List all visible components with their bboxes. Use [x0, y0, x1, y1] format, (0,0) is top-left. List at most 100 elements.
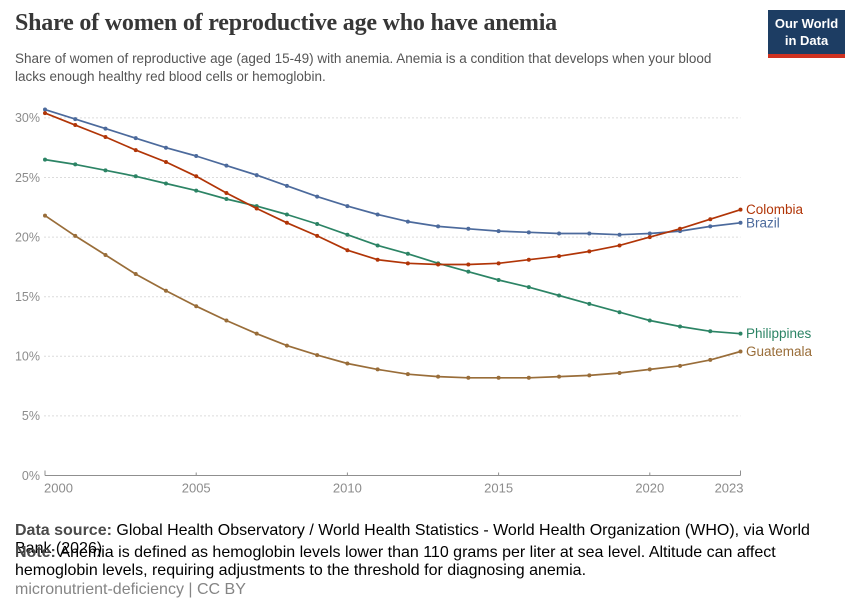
x-tick-label: 2000 [44, 481, 73, 496]
chart-subtitle: Share of women of reproductive age (aged… [15, 51, 712, 84]
data-point [103, 168, 108, 173]
data-source-text: Global Health Observatory / World Health… [15, 522, 810, 557]
data-point [315, 233, 320, 238]
data-point [73, 123, 78, 128]
data-point [254, 331, 259, 336]
data-point [133, 174, 138, 179]
owid-logo[interactable]: Our World in Data [768, 10, 845, 59]
data-point [405, 261, 410, 266]
data-point [133, 148, 138, 153]
data-point [617, 232, 622, 237]
data-point [436, 224, 441, 229]
data-point [224, 190, 229, 195]
license-line: micronutrient-deficiency | CC BY [15, 581, 246, 598]
data-point [466, 226, 471, 231]
x-tick-label: 2020 [635, 481, 664, 496]
x-tick-label: 2005 [182, 481, 211, 496]
data-point [375, 212, 380, 217]
x-tick-label: 2010 [333, 481, 362, 496]
series-line-philippines[interactable] [44, 158, 742, 335]
series-brazil[interactable]: Brazil [43, 107, 780, 237]
x-tick-label: 2015 [484, 481, 513, 496]
data-point [436, 374, 441, 379]
y-tick-label: 10% [15, 350, 40, 364]
data-point [738, 207, 743, 212]
data-point [738, 220, 743, 225]
data-point [315, 221, 320, 226]
data-point [526, 230, 531, 235]
note-label: Note: [15, 544, 56, 561]
series-guatemala[interactable]: Guatemala [43, 213, 813, 380]
data-point [405, 251, 410, 256]
data-point [43, 157, 47, 162]
data-point [496, 375, 501, 380]
data-point [647, 235, 652, 240]
owid-logo-line2: in Data [784, 32, 829, 48]
data-source-label: Data source: [15, 522, 112, 539]
data-point [375, 257, 380, 262]
data-point [678, 324, 683, 329]
data-point [587, 301, 592, 306]
owid-logo-line1: Our World [774, 16, 839, 31]
data-point [708, 357, 713, 362]
data-point [345, 204, 350, 209]
y-tick-label: 15% [15, 290, 40, 304]
series-line-guatemala[interactable] [44, 214, 742, 379]
data-point [73, 117, 78, 122]
y-tick-label: 30% [15, 111, 40, 125]
data-point [587, 249, 592, 254]
data-point [466, 269, 471, 274]
data-point [194, 174, 199, 179]
data-point [436, 262, 441, 267]
data-point [405, 372, 410, 377]
data-point [254, 173, 259, 178]
x-axis: 2000 2005 2010 2015 2020 2023 [44, 470, 744, 496]
data-point [678, 363, 683, 368]
data-point [73, 162, 78, 167]
series-label-philippines[interactable]: Philippines [746, 326, 812, 341]
data-point [405, 219, 410, 224]
data-point [708, 329, 713, 334]
y-tick-label: 20% [15, 230, 40, 244]
data-point [224, 318, 229, 323]
data-point [557, 293, 562, 298]
data-point [194, 304, 199, 309]
data-point [163, 181, 168, 186]
data-point [647, 231, 652, 236]
y-tick-label: 0% [22, 469, 40, 483]
data-point [284, 343, 289, 348]
data-point [224, 163, 229, 168]
data-point [224, 196, 229, 201]
data-point [163, 160, 168, 165]
data-point [375, 367, 380, 372]
data-point [647, 318, 652, 323]
data-point [163, 288, 168, 293]
data-point [526, 375, 531, 380]
series-line-brazil[interactable] [44, 108, 742, 236]
data-point [345, 361, 350, 366]
data-point [194, 154, 199, 159]
series-colombia[interactable]: Colombia [43, 111, 804, 267]
data-point [133, 272, 138, 277]
series-label-brazil[interactable]: Brazil [746, 215, 780, 230]
data-point [708, 224, 713, 229]
y-tick-label: 5% [22, 409, 40, 423]
series-label-colombia[interactable]: Colombia [746, 202, 804, 217]
series-label-guatemala[interactable]: Guatemala [746, 344, 813, 359]
data-point [587, 231, 592, 236]
series-philippines[interactable]: Philippines [43, 157, 812, 342]
data-point [466, 375, 471, 380]
data-point [375, 243, 380, 248]
data-point [43, 213, 47, 218]
data-point [284, 220, 289, 225]
data-point [496, 229, 501, 234]
series-line-colombia[interactable] [44, 112, 742, 266]
data-point [617, 310, 622, 315]
data-point [557, 231, 562, 236]
data-point [526, 257, 531, 262]
data-point [103, 126, 108, 131]
data-point [738, 331, 743, 336]
note-text: Anemia is defined as hemoglobin levels l… [15, 544, 776, 579]
